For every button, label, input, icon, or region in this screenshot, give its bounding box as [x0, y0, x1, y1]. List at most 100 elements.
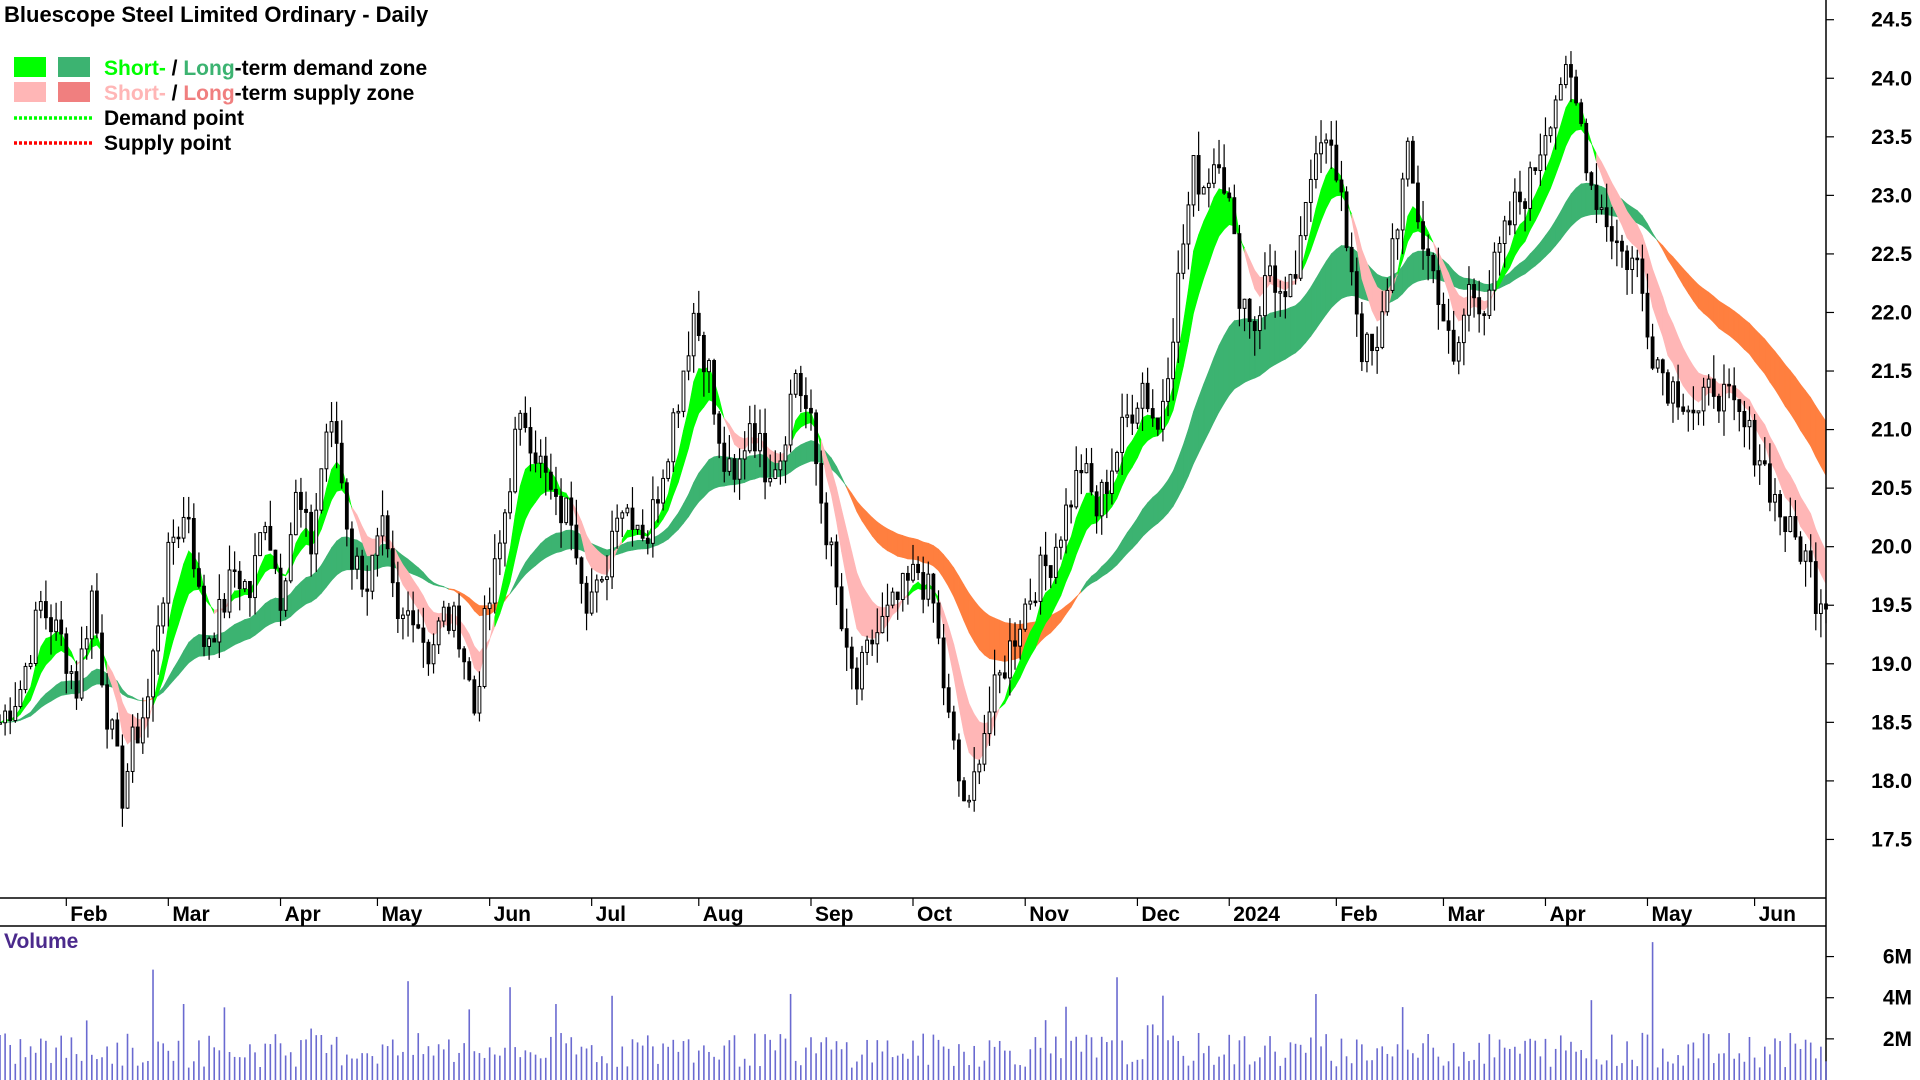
candle-body — [645, 537, 650, 544]
candle-body — [1742, 410, 1747, 428]
candle-body — [1706, 378, 1711, 388]
candle — [1023, 598, 1028, 632]
short-term-zone-segment — [841, 509, 847, 580]
candle — [1319, 120, 1323, 174]
candle-body — [1732, 385, 1737, 401]
candle-body — [1456, 342, 1461, 362]
candle-body — [1482, 313, 1487, 316]
short-term-zone-segment — [489, 616, 496, 641]
long-term-zone-segment — [984, 611, 990, 660]
candle — [477, 671, 482, 722]
long-term-zone-segment — [341, 536, 348, 572]
short-term-zone-segment — [1325, 165, 1332, 209]
candle — [1512, 178, 1517, 235]
candle-body — [79, 648, 84, 699]
candle — [951, 705, 956, 750]
long-term-zone-segment — [1667, 251, 1674, 269]
long-term-zone-segment — [1784, 363, 1791, 415]
short-term-zone-segment — [892, 603, 898, 616]
candle — [681, 370, 686, 418]
candle-body — [421, 627, 426, 643]
long-term-zone-segment — [1560, 201, 1567, 241]
candle — [594, 574, 599, 613]
long-term-zone-segment — [239, 619, 246, 644]
short-term-zone-segment — [601, 553, 608, 576]
long-term-zone-segment — [555, 532, 562, 554]
candle — [395, 561, 400, 633]
long-term-zone-segment — [1815, 405, 1822, 467]
candle-body — [1308, 178, 1313, 203]
long-term-zone-segment — [50, 684, 57, 702]
candle — [1492, 242, 1497, 311]
candle — [1594, 163, 1599, 224]
candle-body — [1650, 336, 1655, 369]
y-tick-label: 22.5 — [1871, 243, 1912, 266]
candle — [1349, 232, 1354, 286]
candle-body — [1191, 155, 1196, 206]
candle — [1645, 273, 1650, 350]
candle-body — [304, 508, 308, 513]
candle-body — [1808, 550, 1813, 563]
candle-body — [569, 497, 574, 526]
short-term-zone-segment — [183, 550, 190, 608]
candle-body — [1171, 341, 1176, 380]
candle — [1043, 531, 1048, 591]
candle — [758, 409, 762, 468]
short-term-zone-segment — [1687, 356, 1694, 400]
candle — [1742, 400, 1747, 448]
long-term-zone-segment — [1285, 306, 1291, 360]
candle-body — [972, 771, 977, 801]
candle — [1711, 355, 1716, 409]
short-term-zone-segment — [173, 582, 179, 640]
candle-body — [1370, 333, 1374, 352]
candle — [105, 673, 110, 749]
candle — [1171, 318, 1176, 401]
long-term-zone-segment — [173, 659, 179, 682]
candle — [181, 497, 186, 543]
candle — [1441, 292, 1446, 322]
candle — [1604, 183, 1609, 242]
candle-body — [1324, 139, 1329, 144]
candle — [1370, 333, 1374, 366]
legend-label: Short- / Long-term supply zone — [104, 82, 414, 105]
x-tick-label: Dec — [1141, 903, 1180, 926]
short-term-zone-segment — [1244, 247, 1250, 273]
long-term-zone-segment — [433, 582, 439, 587]
candle-body — [253, 555, 257, 599]
candle-body — [518, 412, 523, 430]
candle-body — [1803, 550, 1808, 562]
candle-body — [176, 536, 181, 540]
candle — [237, 561, 242, 611]
candle-body — [1727, 383, 1731, 387]
y-tick-label: 17.5 — [1871, 828, 1912, 851]
candle — [1650, 323, 1655, 371]
candle-body — [1716, 395, 1721, 412]
candle — [283, 577, 288, 617]
candle — [865, 635, 869, 666]
candle-body — [1227, 192, 1232, 199]
long-term-zone-segment — [841, 476, 847, 489]
candle-body — [640, 524, 645, 539]
long-term-zone-segment — [1305, 286, 1312, 344]
candle-body — [1538, 154, 1543, 172]
long-term-zone-segment — [871, 516, 878, 544]
candle-body — [477, 685, 482, 714]
candle — [885, 583, 890, 642]
candle-body — [528, 427, 533, 454]
candle — [1818, 589, 1823, 638]
candle-body — [508, 491, 512, 514]
long-term-zone-segment — [979, 606, 985, 656]
candle-body — [431, 644, 436, 665]
candle — [666, 458, 671, 482]
candle — [84, 625, 89, 660]
long-term-zone-segment — [315, 564, 322, 600]
long-term-zone-segment — [1810, 396, 1817, 458]
candle — [1421, 200, 1425, 270]
candle-body — [666, 461, 671, 479]
short-term-zone-segment — [1050, 576, 1057, 617]
candle — [253, 533, 257, 615]
candle-body — [686, 355, 691, 372]
short-term-zone-segment — [519, 469, 526, 537]
candle-body — [1303, 201, 1308, 237]
candle-body — [523, 412, 528, 429]
